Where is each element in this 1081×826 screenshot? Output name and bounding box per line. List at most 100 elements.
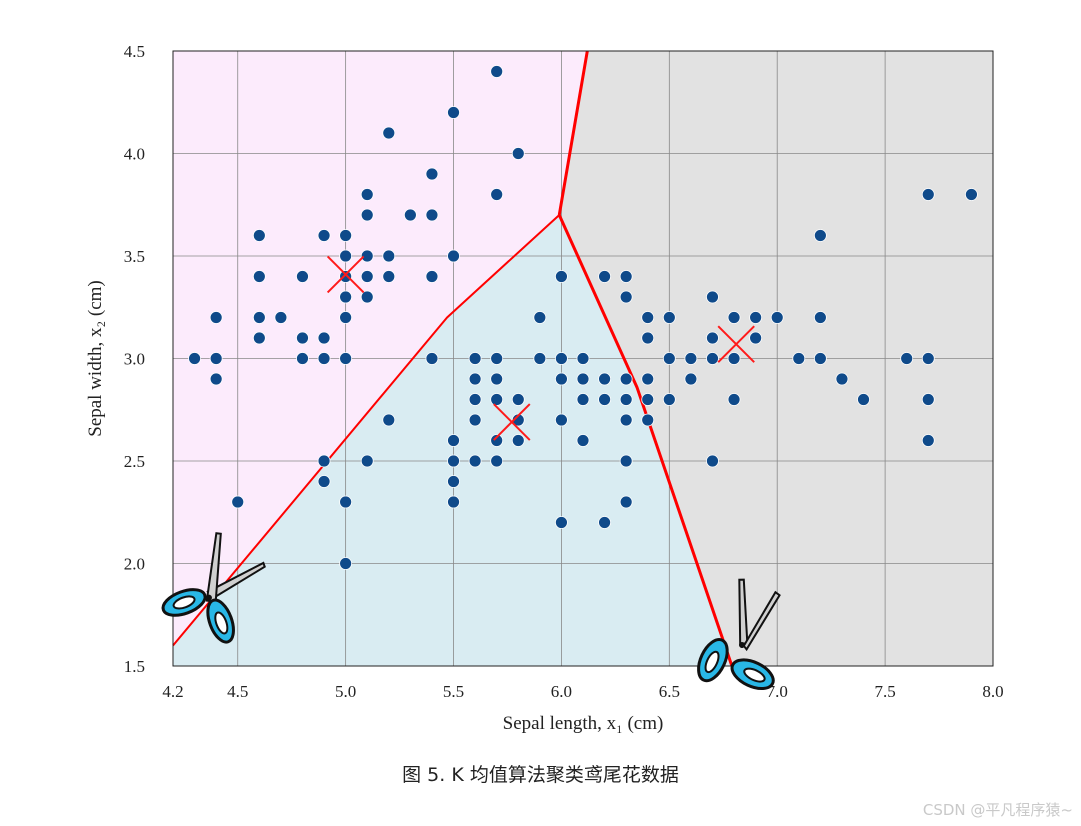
y-tick-label: 4.5 bbox=[124, 42, 145, 61]
data-point bbox=[447, 454, 460, 468]
plot-frame bbox=[172, 50, 994, 667]
data-point bbox=[317, 331, 331, 345]
data-point bbox=[835, 372, 849, 386]
y-tick-label: 3.0 bbox=[124, 350, 145, 369]
data-point bbox=[921, 434, 935, 447]
data-point bbox=[662, 393, 676, 406]
x-tick-label: 5.5 bbox=[443, 682, 464, 701]
data-point bbox=[188, 352, 201, 365]
data-point bbox=[447, 434, 460, 447]
data-point bbox=[598, 372, 611, 386]
data-point bbox=[231, 495, 245, 509]
data-point bbox=[490, 352, 504, 365]
data-point bbox=[921, 393, 935, 406]
data-point bbox=[403, 208, 417, 222]
data-point bbox=[641, 331, 655, 345]
data-point bbox=[339, 311, 353, 324]
scissors-icon bbox=[697, 578, 781, 691]
x-tick-labels: 4.2 4.5 5.0 5.5 6.0 6.5 7.0 7.5 8.0 bbox=[162, 682, 1003, 701]
x-tick-label: 4.5 bbox=[227, 682, 248, 701]
data-point bbox=[252, 270, 266, 283]
data-point bbox=[339, 270, 353, 283]
boundary-line bbox=[557, 50, 589, 216]
boundary-line bbox=[557, 214, 734, 667]
data-point bbox=[339, 557, 353, 570]
x-tick-label: 6.5 bbox=[659, 682, 680, 701]
x-tick-label: 8.0 bbox=[982, 682, 1003, 701]
data-point bbox=[921, 352, 935, 365]
data-point bbox=[619, 372, 633, 386]
data-point bbox=[468, 352, 482, 365]
data-point bbox=[921, 188, 935, 201]
data-point bbox=[619, 270, 633, 283]
data-point bbox=[598, 270, 611, 283]
data-point bbox=[339, 249, 353, 263]
y-tick-label: 2.0 bbox=[124, 555, 145, 574]
region-upper-left bbox=[173, 51, 588, 646]
data-point bbox=[555, 270, 568, 283]
data-point bbox=[490, 454, 504, 468]
data-point bbox=[425, 167, 439, 181]
data-point bbox=[317, 352, 331, 365]
data-point bbox=[468, 393, 482, 406]
data-point bbox=[339, 495, 353, 509]
data-point bbox=[252, 229, 266, 242]
data-point bbox=[533, 311, 547, 324]
centroids bbox=[326, 255, 755, 441]
data-point bbox=[619, 290, 633, 304]
data-point bbox=[382, 249, 396, 263]
data-point bbox=[619, 393, 633, 406]
data-point bbox=[619, 495, 633, 509]
data-point bbox=[965, 188, 978, 201]
decision-boundaries bbox=[172, 50, 734, 667]
data-point bbox=[813, 352, 827, 365]
y-tick-label: 2.5 bbox=[124, 452, 145, 471]
data-point bbox=[813, 229, 827, 242]
data-point bbox=[641, 413, 655, 427]
data-point bbox=[619, 413, 633, 427]
data-points bbox=[188, 65, 978, 570]
data-point bbox=[576, 434, 590, 447]
data-point bbox=[813, 311, 827, 324]
y-tick-label: 3.5 bbox=[124, 247, 145, 266]
data-point bbox=[317, 454, 331, 468]
data-point bbox=[684, 372, 698, 386]
data-point bbox=[447, 249, 460, 263]
data-point bbox=[317, 229, 331, 242]
data-point bbox=[360, 454, 374, 468]
data-point bbox=[555, 516, 568, 529]
cluster-regions bbox=[173, 51, 993, 666]
data-point bbox=[360, 270, 374, 283]
data-point bbox=[382, 126, 396, 140]
data-point bbox=[619, 454, 633, 468]
centroid-marker bbox=[326, 255, 365, 294]
data-point bbox=[727, 311, 741, 324]
data-point bbox=[490, 372, 504, 386]
data-point bbox=[641, 311, 655, 324]
data-point bbox=[490, 188, 504, 201]
data-point bbox=[296, 331, 309, 345]
data-point bbox=[468, 454, 482, 468]
data-point bbox=[576, 372, 590, 386]
y-tick-labels: 1.5 2.0 2.5 3.0 3.5 4.0 4.5 bbox=[124, 42, 145, 676]
data-point bbox=[447, 106, 460, 119]
data-point bbox=[900, 352, 914, 365]
data-point bbox=[252, 311, 266, 324]
data-point bbox=[749, 311, 763, 324]
data-point bbox=[425, 352, 439, 365]
data-point bbox=[360, 188, 374, 201]
data-point bbox=[339, 290, 353, 304]
data-point bbox=[857, 393, 870, 406]
data-point bbox=[468, 372, 482, 386]
data-point bbox=[684, 352, 698, 365]
data-point bbox=[533, 352, 547, 365]
x-tick-label: 6.0 bbox=[551, 682, 572, 701]
data-point bbox=[511, 434, 525, 447]
data-point bbox=[576, 352, 590, 365]
data-point bbox=[339, 352, 353, 365]
data-point bbox=[641, 393, 655, 406]
data-point bbox=[749, 331, 763, 345]
data-point bbox=[490, 393, 504, 406]
data-point bbox=[339, 229, 353, 242]
